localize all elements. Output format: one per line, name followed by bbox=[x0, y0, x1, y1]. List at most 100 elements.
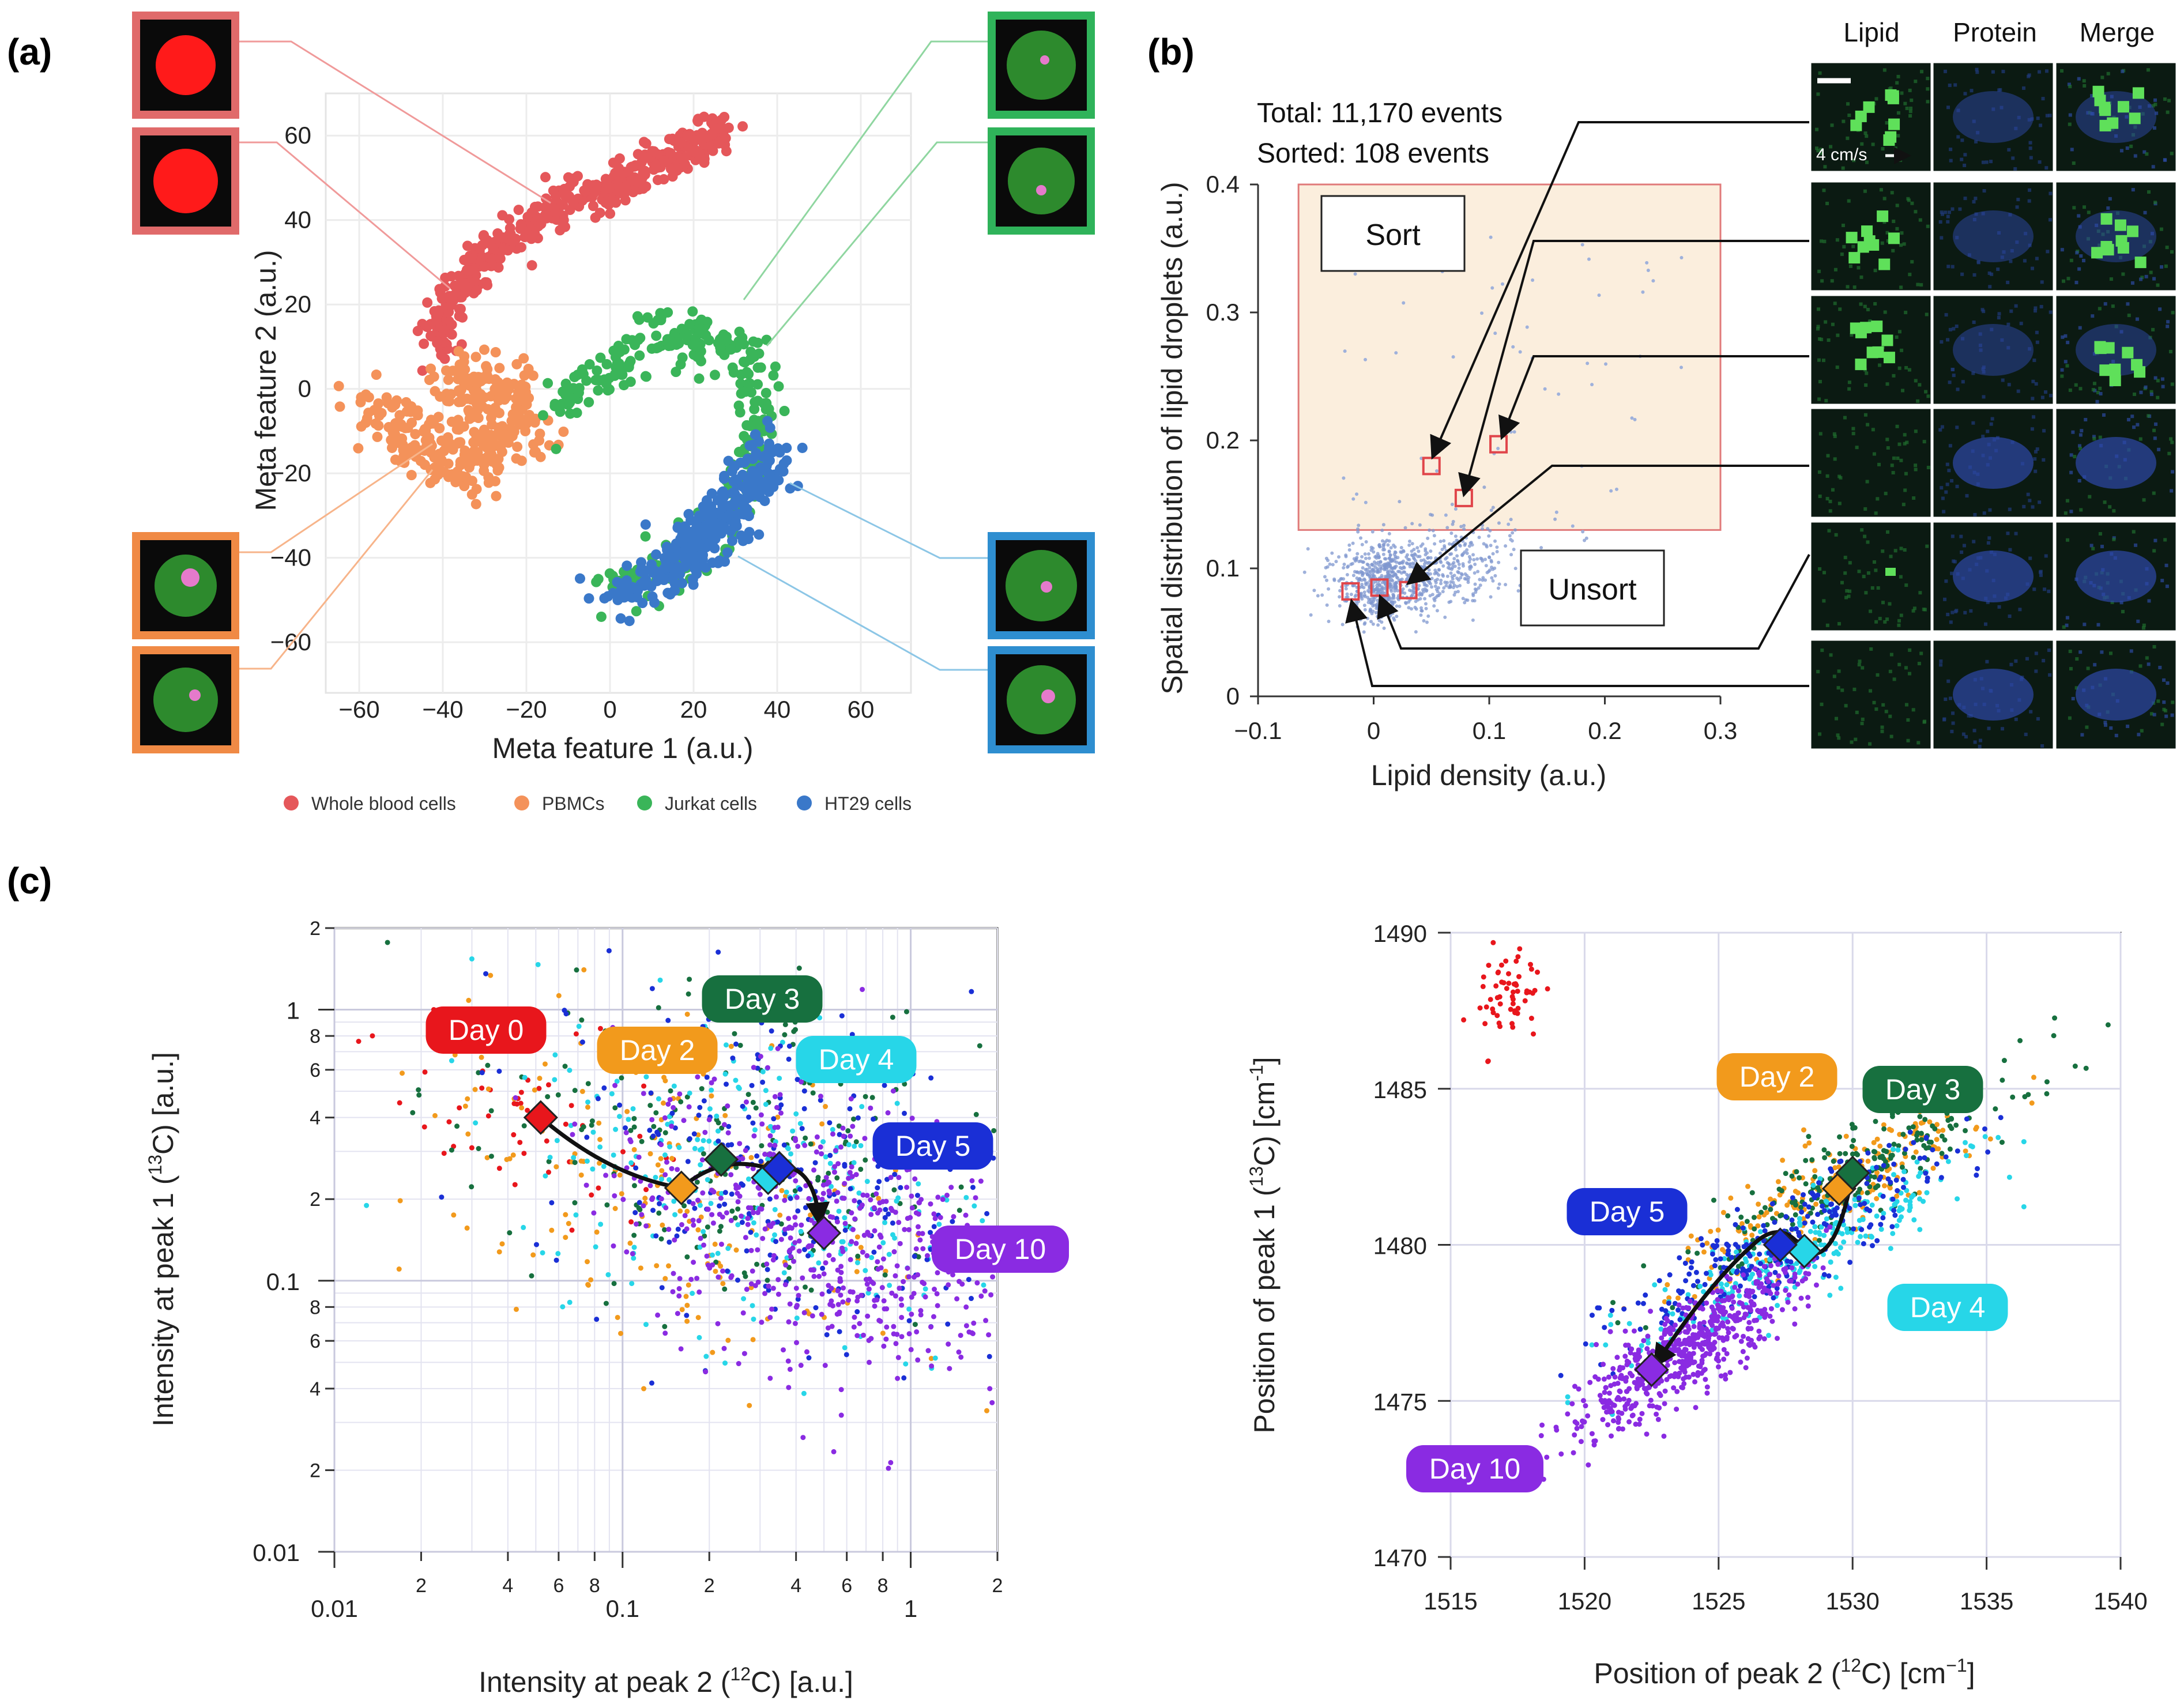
chart-b-image-noise bbox=[2086, 666, 2090, 670]
chart-c-left-point bbox=[775, 1219, 781, 1225]
chart-b-image-noise bbox=[2001, 378, 2005, 382]
chart-b-point bbox=[1489, 544, 1493, 548]
chart-b-image-noise bbox=[1831, 322, 1835, 326]
chart-b-image-noise bbox=[1883, 310, 1887, 314]
chart-c-left-point bbox=[854, 1260, 860, 1266]
chart-c-left-point bbox=[969, 1178, 975, 1183]
chart-b-image-noise bbox=[1970, 89, 1974, 93]
chart-c-left-point bbox=[662, 1172, 668, 1178]
chart-a-point bbox=[443, 374, 454, 385]
chart-a-point bbox=[728, 476, 739, 487]
chart-c-left-point bbox=[781, 1270, 787, 1276]
chart-c-left-point bbox=[777, 1212, 783, 1218]
chart-c-left-point bbox=[762, 1226, 768, 1232]
chart-b-image-noise bbox=[1986, 600, 1990, 604]
chart-b-image-noise bbox=[2044, 554, 2048, 558]
chart-b-image-noise bbox=[2131, 188, 2135, 192]
chart-a-point bbox=[493, 262, 504, 273]
chart-c-left-point bbox=[682, 1213, 688, 1219]
chart-b-point bbox=[1410, 553, 1414, 557]
chart-b-image-noise bbox=[2032, 359, 2036, 363]
chart-b-image-noise bbox=[1884, 710, 1888, 714]
chart-a-point bbox=[743, 378, 754, 389]
chart-c-left-point bbox=[457, 1105, 462, 1111]
chart-b-image-noise bbox=[2043, 390, 2047, 394]
chart-b-image-noise bbox=[1819, 148, 1823, 152]
chart-b-image-noise bbox=[2027, 199, 2031, 203]
chart-b-point bbox=[1353, 272, 1357, 276]
chart-a-point bbox=[659, 563, 670, 574]
chart-c-left-point bbox=[416, 1092, 422, 1098]
chart-c-left-point bbox=[589, 1192, 594, 1198]
chart-c-left-point bbox=[705, 1177, 710, 1183]
chart-a-point bbox=[707, 529, 718, 540]
chart-b-point bbox=[1362, 590, 1366, 594]
chart-b-point bbox=[1345, 592, 1349, 596]
chart-b-image-noise bbox=[2095, 399, 2099, 404]
chart-c-left-point bbox=[880, 1256, 886, 1262]
chart-c-left-point bbox=[868, 1212, 874, 1217]
chart-b-image-noise bbox=[2100, 545, 2104, 549]
chart-c-left-point bbox=[744, 1248, 750, 1254]
chart-c-left-point bbox=[638, 1265, 643, 1271]
chart-b-image-noise bbox=[1891, 471, 1895, 475]
chart-b-protein-blob bbox=[2076, 437, 2156, 489]
chart-b-image-noise bbox=[2160, 579, 2164, 583]
chart-c-left-point bbox=[915, 1224, 921, 1230]
chart-b-image-noise bbox=[2137, 733, 2141, 737]
chart-b-image-noise bbox=[1953, 83, 1957, 87]
chart-b-image-noise bbox=[2112, 509, 2116, 513]
chart-c-left-point bbox=[484, 1155, 490, 1160]
chart-a-point bbox=[624, 616, 635, 627]
chart-b-point bbox=[1459, 525, 1463, 529]
chart-c-left-point bbox=[612, 1105, 618, 1111]
chart-b-point bbox=[1446, 565, 1450, 570]
chart-b-image-noise bbox=[2106, 206, 2110, 210]
chart-b-image-noise bbox=[2098, 532, 2102, 536]
chart-a-point bbox=[642, 579, 653, 590]
chart-b-point bbox=[1364, 500, 1368, 504]
chart-b-y-tick: 0.1 bbox=[1206, 555, 1240, 582]
chart-b-lipid-droplet bbox=[1846, 232, 1858, 244]
chart-b-x-tick: 0.3 bbox=[1704, 717, 1737, 744]
chart-a-point bbox=[453, 397, 464, 408]
chart-b-image-noise bbox=[1969, 609, 1973, 613]
chart-c-left-point bbox=[601, 1085, 607, 1091]
chart-b-point bbox=[1451, 565, 1455, 570]
chart-b-lipid-droplet bbox=[2134, 257, 2147, 269]
chart-c-left-point bbox=[827, 1160, 833, 1166]
chart-a-point bbox=[651, 330, 662, 341]
chart-c-left-point bbox=[748, 1205, 754, 1211]
chart-b-image-noise bbox=[1982, 511, 1986, 515]
chart-a-point bbox=[470, 408, 481, 419]
chart-a-y-tick: 40 bbox=[284, 206, 311, 233]
chart-a-point bbox=[543, 378, 553, 389]
chart-b-image-noise bbox=[1852, 159, 1856, 163]
chart-c-left-point bbox=[735, 1277, 741, 1283]
chart-c-left-point bbox=[421, 1124, 427, 1130]
chart-c-left-point bbox=[966, 1277, 971, 1283]
chart-b-image-noise bbox=[1889, 653, 1893, 657]
chart-c-left-point bbox=[648, 1090, 654, 1096]
chart-c-left-point bbox=[623, 1125, 628, 1131]
chart-b-image-noise bbox=[1990, 272, 1994, 276]
chart-b-image-noise bbox=[2040, 395, 2044, 399]
chart-a-x-ticks: −60 −40 −20 0 20 40 60 bbox=[338, 696, 874, 723]
chart-b-image-noise bbox=[1926, 77, 1930, 81]
chart-b-image-noise bbox=[1818, 71, 1822, 75]
chart-b-image-noise bbox=[1941, 496, 1945, 500]
chart-c-left-point bbox=[563, 1235, 568, 1241]
chart-b-image-noise bbox=[1817, 470, 1821, 474]
chart-c-left-point bbox=[751, 1220, 756, 1226]
chart-c-left-point bbox=[594, 1229, 600, 1235]
chart-b-image-noise bbox=[1974, 197, 1978, 201]
chart-b-image-noise bbox=[2129, 144, 2133, 148]
chart-c-left-point bbox=[790, 1245, 796, 1251]
chart-b-image-noise bbox=[2108, 505, 2112, 509]
chart-b-image-noise bbox=[2126, 418, 2130, 422]
chart-c-left-point bbox=[641, 1386, 647, 1392]
chart-b-point bbox=[1387, 573, 1391, 577]
chart-b-point bbox=[1408, 539, 1412, 543]
chart-b-point bbox=[1380, 539, 1384, 543]
chart-c-left-point bbox=[605, 1272, 611, 1277]
